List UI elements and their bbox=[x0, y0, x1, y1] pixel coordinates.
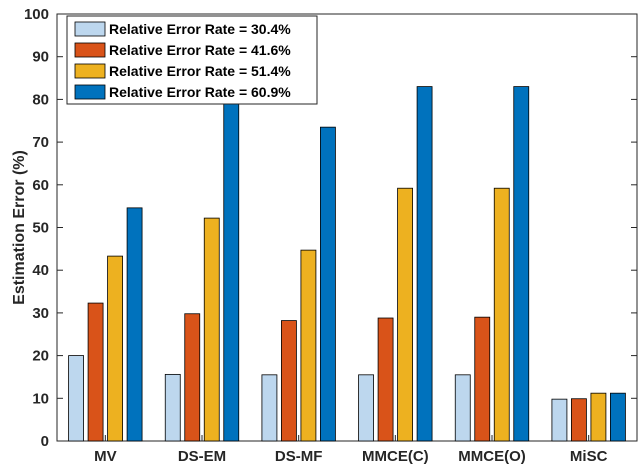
y-tick-label: 20 bbox=[32, 348, 49, 365]
bar bbox=[358, 374, 374, 442]
bar bbox=[320, 126, 336, 442]
legend-swatch bbox=[74, 42, 106, 58]
bar bbox=[474, 316, 491, 442]
legend-label: Relative Error Rate = 51.4% bbox=[109, 63, 291, 79]
legend: Relative Error Rate = 30.4% Relative Erro… bbox=[66, 15, 318, 105]
bar bbox=[551, 398, 568, 442]
legend-swatch bbox=[74, 84, 106, 100]
ticks-layer: 0 10 20 30 40 50 60 70 80 90 100 MV DS-EM DS-MF MMCE(C… bbox=[24, 6, 637, 465]
x-tick-label: DS-MF bbox=[275, 448, 323, 465]
x-tick-label: MMCE(O) bbox=[458, 448, 526, 465]
bar bbox=[68, 355, 84, 442]
bar bbox=[261, 374, 278, 442]
y-tick-label: 70 bbox=[32, 134, 49, 151]
bar bbox=[87, 302, 104, 442]
bar bbox=[164, 373, 181, 442]
y-tick-label: 0 bbox=[41, 433, 49, 450]
y-tick-label: 90 bbox=[32, 49, 49, 66]
bar bbox=[107, 255, 123, 442]
legend-swatch bbox=[74, 63, 106, 79]
x-tick-label: DS-EM bbox=[178, 448, 226, 465]
bar bbox=[203, 217, 220, 442]
bars-layer bbox=[68, 86, 626, 442]
bar bbox=[281, 320, 297, 442]
x-tick-label: MV bbox=[94, 448, 117, 465]
legend-swatch bbox=[74, 21, 106, 37]
y-tick-label: 60 bbox=[32, 177, 49, 194]
y-tick-label: 40 bbox=[32, 262, 49, 279]
bar bbox=[223, 103, 240, 442]
legend-items: Relative Error Rate = 30.4% Relative Erro… bbox=[74, 21, 291, 100]
bar bbox=[300, 249, 317, 442]
y-tick-label: 10 bbox=[32, 390, 49, 407]
legend-label: Relative Error Rate = 60.9% bbox=[109, 84, 291, 100]
y-tick-label: 30 bbox=[32, 305, 49, 322]
bar bbox=[416, 86, 433, 442]
bar bbox=[126, 207, 143, 442]
y-tick-label: 50 bbox=[32, 220, 49, 237]
bar bbox=[610, 392, 626, 442]
legend-label: Relative Error Rate = 30.4% bbox=[109, 21, 291, 37]
bar bbox=[377, 317, 394, 442]
legend-box bbox=[66, 15, 318, 105]
bar bbox=[571, 398, 587, 442]
y-tick-label: 80 bbox=[32, 91, 49, 108]
bar bbox=[454, 374, 471, 442]
bar bbox=[590, 392, 607, 442]
x-tick-label: MMCE(C) bbox=[362, 448, 429, 465]
legend-label: Relative Error Rate = 41.6% bbox=[109, 42, 291, 58]
bar bbox=[184, 313, 201, 442]
bar bbox=[493, 187, 510, 442]
bar bbox=[397, 187, 413, 442]
bar bbox=[513, 86, 530, 442]
x-tick-label: MiSC bbox=[570, 448, 608, 465]
y-axis-title: Estimation Error (%) bbox=[11, 150, 28, 305]
y-tick-label: 100 bbox=[24, 6, 49, 23]
